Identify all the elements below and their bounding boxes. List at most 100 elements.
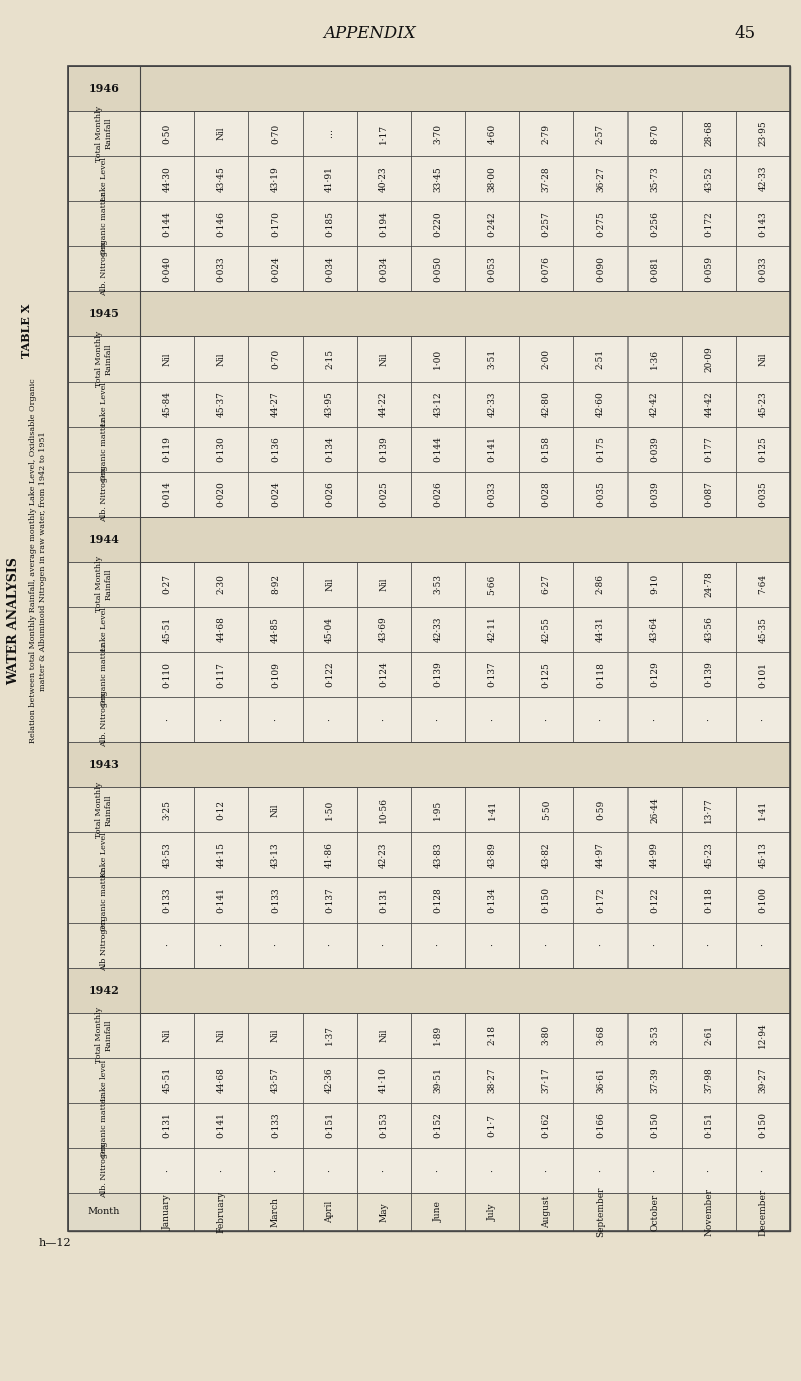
Bar [736, 787, 790, 833]
Bar [736, 110, 790, 156]
Bar [303, 156, 356, 202]
Text: 0·158: 0·158 [541, 436, 551, 463]
Bar [303, 1012, 356, 1058]
Text: 44·22: 44·22 [379, 391, 388, 417]
Text: 1942: 1942 [449, 985, 481, 996]
Bar [248, 156, 303, 202]
Bar [356, 652, 411, 697]
Bar [411, 1012, 465, 1058]
Text: 0·026: 0·026 [325, 482, 334, 507]
Bar [303, 110, 356, 156]
Text: 0·026: 0·026 [433, 482, 442, 507]
Text: 1945: 1945 [449, 308, 481, 319]
Bar [519, 1058, 574, 1103]
Text: 0·220: 0·220 [433, 211, 442, 236]
Bar [519, 381, 574, 427]
Bar [736, 427, 790, 472]
Text: 45·13: 45·13 [759, 842, 767, 867]
Bar [627, 110, 682, 156]
Bar [411, 156, 465, 202]
Bar [465, 1103, 519, 1148]
Text: Nil: Nil [325, 577, 334, 591]
Text: Nil: Nil [163, 1029, 171, 1043]
Text: 2·18: 2·18 [488, 1025, 497, 1045]
Text: 42·23: 42·23 [379, 842, 388, 867]
Bar [411, 1103, 465, 1148]
Bar [682, 1103, 736, 1148]
Bar [194, 427, 248, 472]
Text: 42·33: 42·33 [433, 617, 442, 642]
Text: 1·89: 1·89 [433, 1025, 442, 1045]
Text: Nil: Nil [217, 352, 226, 366]
Text: ·: · [433, 943, 442, 946]
Bar [356, 562, 411, 608]
Bar [627, 472, 682, 516]
Text: 43·57: 43·57 [271, 1068, 280, 1094]
Text: 5·50: 5·50 [541, 800, 551, 820]
Bar [736, 1193, 790, 1230]
Text: Alb. Nitrogen: Alb. Nitrogen [100, 692, 108, 747]
Bar [519, 652, 574, 697]
Bar [140, 833, 194, 877]
Text: 44·31: 44·31 [596, 617, 605, 642]
Text: 0·139: 0·139 [379, 436, 388, 463]
Text: 0·039: 0·039 [650, 482, 659, 507]
Text: 0·033: 0·033 [759, 255, 767, 282]
Text: 1944: 1944 [449, 534, 481, 545]
Bar [465, 652, 519, 697]
Bar [140, 1058, 194, 1103]
Bar [682, 472, 736, 516]
Text: 45·84: 45·84 [163, 391, 171, 417]
Text: 13·77: 13·77 [704, 797, 713, 823]
Text: 43·56: 43·56 [704, 616, 713, 642]
Text: 2·86: 2·86 [596, 574, 605, 594]
Text: ·: · [596, 718, 605, 721]
Bar [194, 787, 248, 833]
Bar [303, 1193, 356, 1230]
Bar [140, 246, 194, 291]
Bar [68, 246, 140, 291]
Text: ·: · [379, 718, 388, 721]
Text: 42·55: 42·55 [541, 616, 551, 642]
Text: 0·50: 0·50 [163, 123, 171, 144]
Text: 33·45: 33·45 [433, 166, 442, 192]
Text: ·: · [325, 943, 334, 946]
Bar [627, 427, 682, 472]
Bar [248, 246, 303, 291]
Bar [627, 246, 682, 291]
Text: 38·27: 38·27 [488, 1068, 497, 1094]
Text: 0·122: 0·122 [325, 661, 334, 688]
Bar [519, 156, 574, 202]
Bar [627, 381, 682, 427]
Bar [194, 472, 248, 516]
Text: 0·024: 0·024 [271, 482, 280, 507]
Bar [356, 1058, 411, 1103]
Bar [356, 1103, 411, 1148]
Text: 45·23: 45·23 [759, 391, 767, 417]
Bar [465, 1193, 519, 1230]
Bar [627, 1148, 682, 1193]
Text: 45·37: 45·37 [217, 391, 226, 417]
Text: 0·144: 0·144 [433, 436, 442, 463]
Bar [248, 1058, 303, 1103]
Text: Total Monthly
Rainfall: Total Monthly Rainfall [95, 782, 113, 838]
Text: Nil: Nil [379, 577, 388, 591]
Bar [574, 877, 627, 923]
Text: Kake Level: Kake Level [100, 833, 108, 877]
Text: Nil: Nil [217, 1029, 226, 1043]
Text: May: May [379, 1201, 388, 1222]
Bar [736, 381, 790, 427]
Text: 0·110: 0·110 [163, 661, 171, 688]
Bar [194, 877, 248, 923]
Text: 41·10: 41·10 [379, 1068, 388, 1094]
Text: 2·51: 2·51 [596, 349, 605, 369]
Text: 0·020: 0·020 [217, 482, 226, 507]
Text: 0·100: 0·100 [759, 887, 767, 913]
Bar [68, 381, 140, 427]
Bar [627, 1193, 682, 1230]
Text: ·: · [650, 943, 659, 946]
Bar [574, 652, 627, 697]
Bar [303, 1058, 356, 1103]
Text: 0·118: 0·118 [704, 887, 713, 913]
Text: 0·150: 0·150 [759, 1112, 767, 1138]
